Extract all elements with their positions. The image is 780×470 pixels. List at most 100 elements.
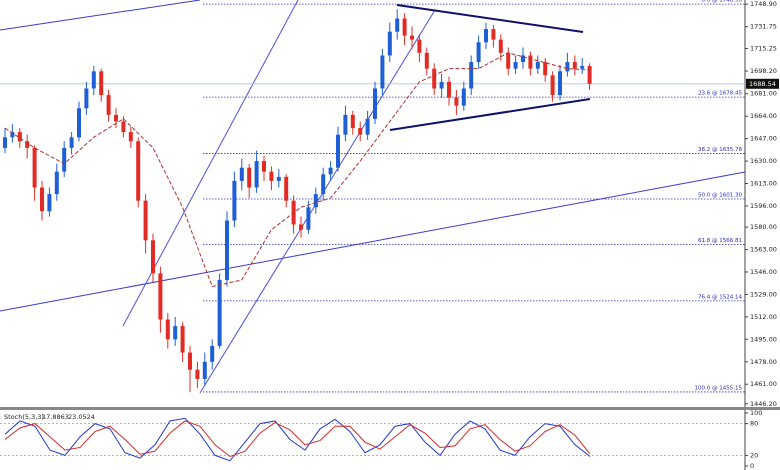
fib-label: 23.6 @ 1678.45 bbox=[698, 91, 742, 97]
candle-body bbox=[350, 114, 355, 129]
stoch-name: Stoch(5,3,3) bbox=[4, 413, 44, 421]
moving-average bbox=[4, 52, 590, 288]
candle-body bbox=[454, 97, 459, 106]
y-tick-label: 1461.00 bbox=[750, 380, 777, 388]
candle-body bbox=[32, 147, 37, 188]
candle-body bbox=[47, 194, 52, 212]
candle-body bbox=[180, 326, 185, 353]
candle-body bbox=[232, 180, 237, 221]
candle-body bbox=[10, 132, 15, 138]
candle-body bbox=[40, 187, 44, 212]
candle-body bbox=[299, 224, 303, 230]
y-tick-label: 1563.00 bbox=[750, 246, 777, 254]
y-tick-label: 1446.20 bbox=[750, 400, 777, 408]
y-tick-label: 1630.00 bbox=[750, 157, 777, 165]
candle-body bbox=[173, 326, 178, 340]
candle-body bbox=[461, 88, 466, 106]
candle-body bbox=[373, 88, 377, 119]
y-tick-label: 1512.00 bbox=[750, 313, 777, 321]
candle-body bbox=[410, 35, 414, 40]
y-tick-label: 1546.00 bbox=[750, 268, 777, 276]
stoch-main-value: 17.8863 bbox=[42, 413, 69, 421]
candle-body bbox=[424, 52, 429, 69]
candle-body bbox=[550, 75, 555, 96]
candle-body bbox=[3, 137, 7, 148]
candle-body bbox=[114, 114, 118, 122]
candle-body bbox=[77, 108, 81, 138]
candle-body bbox=[106, 95, 111, 115]
candle-body bbox=[151, 240, 155, 274]
candle-body bbox=[17, 132, 22, 142]
y-tick-label: 1580.00 bbox=[750, 223, 777, 231]
candle-body bbox=[158, 273, 163, 320]
fib-label: 38.2 @ 1635.78 bbox=[698, 147, 742, 153]
candle-body bbox=[580, 66, 585, 69]
y-tick-label: 1596.00 bbox=[750, 202, 777, 210]
candle-body bbox=[262, 161, 266, 172]
fib-label: 0.0 @ 1748.90 bbox=[702, 0, 743, 4]
candle-body bbox=[343, 114, 348, 135]
candle-body bbox=[587, 66, 592, 84]
candle-body bbox=[328, 167, 333, 175]
y-tick-label: 1731.75 bbox=[750, 23, 777, 31]
y-tick-label: 1664.00 bbox=[750, 112, 777, 120]
candle-body bbox=[439, 81, 444, 89]
y-tick-label: 1647.00 bbox=[750, 135, 777, 143]
y-tick-label: 1715.25 bbox=[750, 45, 777, 53]
candle-body bbox=[128, 132, 133, 142]
y-tick-label: 0 bbox=[750, 462, 754, 470]
candle-body bbox=[321, 174, 326, 195]
stoch-line bbox=[4, 420, 591, 458]
candle-body bbox=[62, 147, 67, 172]
candle-body bbox=[491, 29, 496, 40]
candle-body bbox=[99, 71, 104, 96]
candle-body bbox=[558, 71, 562, 96]
fib-label: 50.0 @ 1601.30 bbox=[698, 192, 742, 198]
y-tick-label: 1478.00 bbox=[750, 358, 777, 366]
panel-separator bbox=[0, 407, 780, 410]
stoch-signal-value: 23.0524 bbox=[68, 413, 95, 421]
triangle-line bbox=[396, 4, 584, 33]
candle-body bbox=[447, 81, 451, 98]
candle-body bbox=[313, 194, 318, 208]
candle-body bbox=[365, 118, 370, 135]
candle-body bbox=[269, 171, 274, 181]
candle-body bbox=[69, 137, 74, 148]
current-price-box bbox=[746, 78, 779, 89]
candle-body bbox=[432, 68, 437, 89]
candle-body bbox=[358, 128, 363, 135]
fib-label: 100.0 @ 1455.15 bbox=[695, 385, 743, 391]
candle-body bbox=[188, 352, 192, 370]
candle-body bbox=[380, 55, 385, 89]
candle-body bbox=[543, 62, 548, 76]
candle-body bbox=[84, 88, 89, 109]
fib-label: 76.4 @ 1524.14 bbox=[698, 294, 742, 300]
stoch-line bbox=[4, 417, 591, 462]
candle-body bbox=[306, 207, 311, 230]
current-price-label: 1688.54 bbox=[749, 80, 776, 88]
candle-body bbox=[225, 220, 229, 280]
candle-body bbox=[54, 171, 59, 195]
candle-body bbox=[247, 167, 252, 188]
candle-body bbox=[91, 71, 96, 89]
y-tick-label: 1529.00 bbox=[750, 290, 777, 298]
candle-body bbox=[528, 55, 533, 69]
y-tick-label: 1748.90 bbox=[750, 0, 777, 8]
y-tick-label: 1613.00 bbox=[750, 180, 777, 188]
triangle-line bbox=[389, 98, 591, 131]
candle-body bbox=[521, 55, 525, 63]
candle-body bbox=[402, 18, 407, 36]
candle-body bbox=[284, 176, 289, 201]
candle-body bbox=[165, 319, 170, 340]
trendline bbox=[0, 171, 746, 312]
candle-body bbox=[565, 62, 570, 72]
candle-body bbox=[572, 62, 577, 69]
candle-body bbox=[210, 345, 215, 362]
candle-body bbox=[484, 29, 488, 43]
candle-body bbox=[476, 42, 481, 63]
candle-body bbox=[469, 62, 474, 89]
candle-body bbox=[195, 369, 200, 379]
y-tick-label: 1698.20 bbox=[750, 67, 777, 75]
